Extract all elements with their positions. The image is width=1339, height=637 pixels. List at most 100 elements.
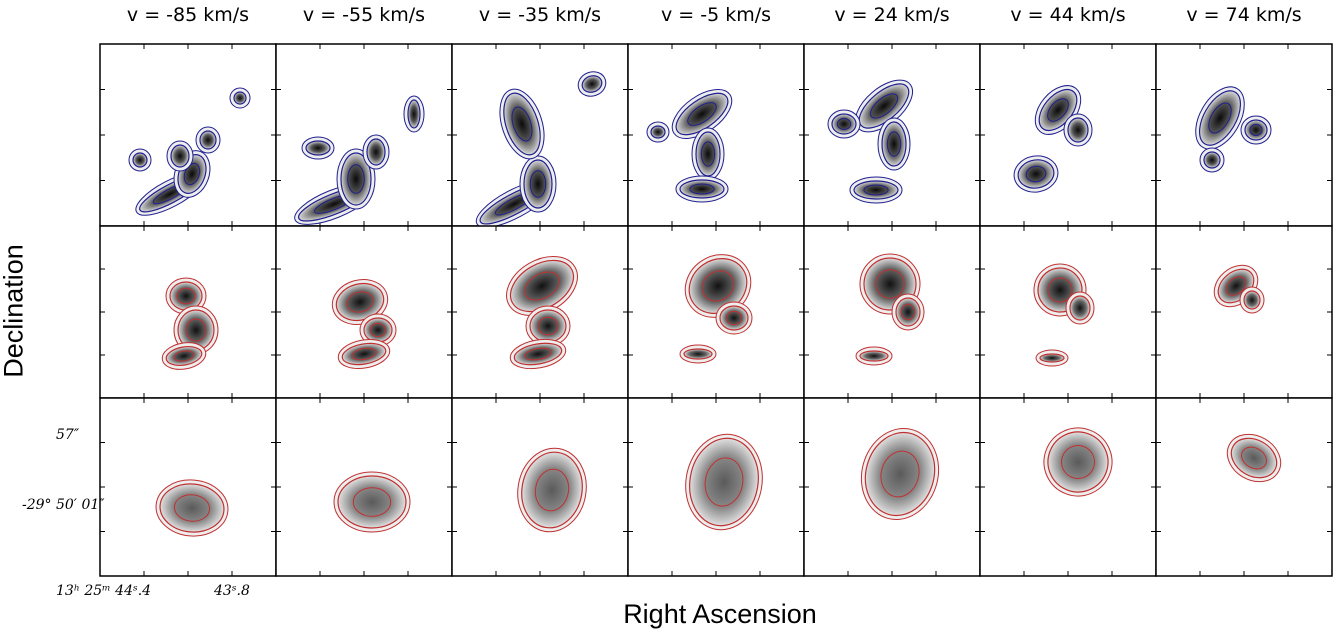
emission-blob <box>337 475 407 529</box>
inner-contour <box>1025 165 1047 183</box>
emission-map <box>1226 433 1282 483</box>
channel-panel <box>1155 225 1333 399</box>
inner-contour <box>1249 124 1263 136</box>
panel-ticks <box>980 226 1156 398</box>
panel-ticks <box>100 226 276 398</box>
ra-tick-label: 43ˢ.8 <box>214 583 250 599</box>
inner-contour <box>725 310 743 326</box>
emission-blob <box>503 92 541 156</box>
emission-blob <box>1069 295 1091 321</box>
emission-map <box>155 479 229 537</box>
channel-panel <box>99 43 277 227</box>
emission-map <box>1195 86 1272 173</box>
panel-ticks <box>980 398 1156 576</box>
emission-blob <box>1230 437 1278 479</box>
inner-contour <box>534 468 570 512</box>
panel-ticks <box>452 398 628 576</box>
emission-map <box>128 87 251 216</box>
channel-panel <box>979 225 1157 399</box>
inner-contour <box>173 350 195 362</box>
emission-blob <box>521 451 583 529</box>
emission-map <box>475 71 607 228</box>
emission-blob <box>132 152 148 168</box>
emission-blob <box>509 259 575 313</box>
emission-blob <box>1047 431 1109 493</box>
channel-panel <box>803 397 981 577</box>
inner-contour <box>351 347 377 361</box>
velocity-label: v = -5 km/s <box>660 4 772 26</box>
emission-map <box>506 256 578 370</box>
velocity-label: v = 24 km/s <box>834 4 950 26</box>
panel-ticks <box>276 44 452 226</box>
channel-panel <box>803 43 981 227</box>
emission-blob <box>407 99 421 129</box>
panel-ticks <box>452 226 628 398</box>
panel-ticks <box>1156 398 1332 576</box>
emission-map <box>331 279 397 370</box>
inner-contour <box>886 131 902 157</box>
dec-tick-label: 57″ <box>56 427 80 443</box>
x-axis-label: Right Ascension <box>623 599 817 629</box>
inner-contour <box>689 183 715 195</box>
panel-ticks <box>1156 226 1332 398</box>
emission-blob <box>1017 159 1055 189</box>
inner-contour <box>524 347 552 361</box>
channel-panel <box>1155 397 1333 577</box>
emission-blob <box>341 342 387 366</box>
inner-contour <box>836 118 852 130</box>
panel-ticks <box>628 44 804 226</box>
inner-contour <box>1047 98 1069 122</box>
emission-map <box>517 447 587 533</box>
channel-panel <box>627 397 805 577</box>
emission-blob <box>650 125 666 139</box>
emission-blob <box>165 346 203 366</box>
channel-panel <box>451 225 629 399</box>
emission-blob <box>881 121 907 167</box>
emission-map <box>161 277 219 370</box>
emission-blob <box>864 431 936 517</box>
emission-blob <box>719 305 749 331</box>
panel-ticks <box>980 44 1156 226</box>
emission-blob <box>305 140 331 156</box>
channel-panel <box>451 397 629 577</box>
inner-contour <box>1208 102 1232 134</box>
channel-panel <box>99 225 277 399</box>
panel-ticks <box>276 398 452 576</box>
channel-panel <box>275 397 453 577</box>
emission-blob <box>683 348 713 360</box>
panel-ticks <box>276 226 452 398</box>
channel-panel <box>451 43 629 228</box>
y-axis-label-text: Declination <box>0 244 29 378</box>
inner-contour <box>1225 276 1247 296</box>
inner-contour <box>185 318 207 342</box>
emission-blob <box>1039 353 1065 363</box>
panel-ticks <box>100 398 276 576</box>
emission-blob <box>529 309 567 343</box>
inner-contour <box>537 316 559 336</box>
emission-blob <box>859 350 889 362</box>
panel-frame <box>1155 225 1333 399</box>
emission-blob <box>1243 290 1261 310</box>
panel-frame <box>1155 397 1333 577</box>
velocity-label: v = -35 km/s <box>478 4 602 26</box>
inner-contour <box>511 106 533 142</box>
inner-contour <box>524 271 560 301</box>
inner-contour <box>369 322 387 338</box>
emission-blob <box>689 437 759 527</box>
inner-contour <box>347 164 365 194</box>
emission-map <box>679 254 753 364</box>
emission-map <box>827 79 913 204</box>
channel-panel <box>979 43 1157 227</box>
emission-map <box>1043 427 1113 497</box>
emission-blob <box>1198 90 1242 146</box>
inner-contour <box>1061 445 1095 479</box>
inner-contour <box>176 287 196 305</box>
emission-blob <box>1203 151 1221 169</box>
channel-panel <box>275 43 453 227</box>
inner-contour <box>346 291 374 313</box>
panel-ticks <box>628 398 804 576</box>
channel-panel <box>627 225 805 399</box>
inner-contour <box>700 141 716 167</box>
ra-tick-label: 13ʰ 25ᵐ 44ˢ.4 <box>56 583 152 599</box>
channel-panel <box>99 397 277 577</box>
